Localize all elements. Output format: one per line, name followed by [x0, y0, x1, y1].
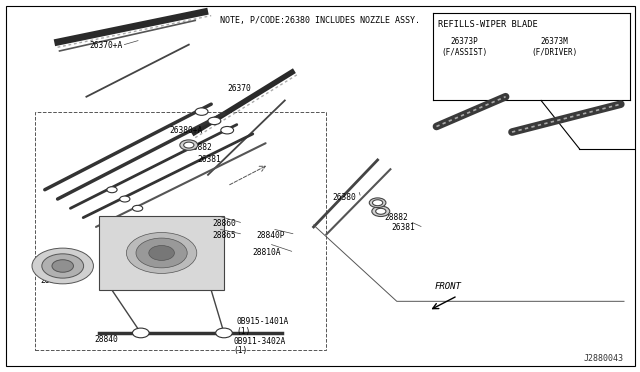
- Text: N: N: [140, 330, 142, 336]
- Text: 26380: 26380: [333, 193, 356, 202]
- Circle shape: [132, 205, 143, 211]
- Text: 28810A: 28810A: [253, 248, 282, 257]
- Text: J2880043: J2880043: [584, 354, 624, 363]
- Circle shape: [32, 248, 93, 284]
- Text: 0B911-3402A: 0B911-3402A: [234, 337, 286, 346]
- Bar: [99, 216, 224, 290]
- Circle shape: [42, 254, 84, 278]
- Circle shape: [52, 260, 74, 272]
- Circle shape: [208, 117, 221, 125]
- Circle shape: [107, 187, 117, 193]
- Text: 28860: 28860: [212, 219, 236, 228]
- Text: FRONT: FRONT: [435, 282, 461, 291]
- Text: 28882: 28882: [384, 213, 408, 222]
- Text: 28882: 28882: [189, 143, 212, 152]
- Text: (1): (1): [237, 327, 251, 336]
- Text: 0B915-1401A: 0B915-1401A: [237, 317, 289, 326]
- Text: 28840: 28840: [95, 335, 118, 344]
- Circle shape: [132, 328, 149, 338]
- Circle shape: [136, 238, 187, 268]
- Text: N: N: [223, 330, 225, 336]
- Circle shape: [221, 126, 234, 134]
- Text: 26380+A: 26380+A: [170, 126, 203, 135]
- Text: 26370: 26370: [227, 84, 251, 93]
- Circle shape: [376, 208, 386, 214]
- Text: NOTE, P/CODE:26380 INCLUDES NOZZLE ASSY.: NOTE, P/CODE:26380 INCLUDES NOZZLE ASSY.: [220, 16, 420, 25]
- Text: (1): (1): [234, 346, 248, 355]
- Circle shape: [369, 198, 386, 208]
- Circle shape: [216, 328, 232, 338]
- Circle shape: [184, 142, 194, 148]
- Circle shape: [372, 200, 383, 206]
- Text: 26381: 26381: [197, 155, 221, 164]
- Text: 28840P: 28840P: [256, 231, 285, 240]
- Text: 26373P
(F/ASSIST): 26373P (F/ASSIST): [442, 37, 488, 57]
- Bar: [35, 112, 326, 350]
- Circle shape: [372, 206, 390, 217]
- Text: 26373M
(F/DRIVER): 26373M (F/DRIVER): [531, 37, 577, 57]
- Text: 26381: 26381: [392, 223, 415, 232]
- Circle shape: [195, 108, 208, 115]
- Text: 26370+A: 26370+A: [90, 41, 123, 50]
- Circle shape: [180, 140, 198, 150]
- Circle shape: [120, 196, 130, 202]
- Text: 28810: 28810: [40, 276, 64, 285]
- Text: 28865: 28865: [212, 231, 236, 240]
- Text: REFILLS-WIPER BLADE: REFILLS-WIPER BLADE: [438, 20, 538, 29]
- Circle shape: [148, 246, 174, 260]
- Circle shape: [126, 232, 197, 273]
